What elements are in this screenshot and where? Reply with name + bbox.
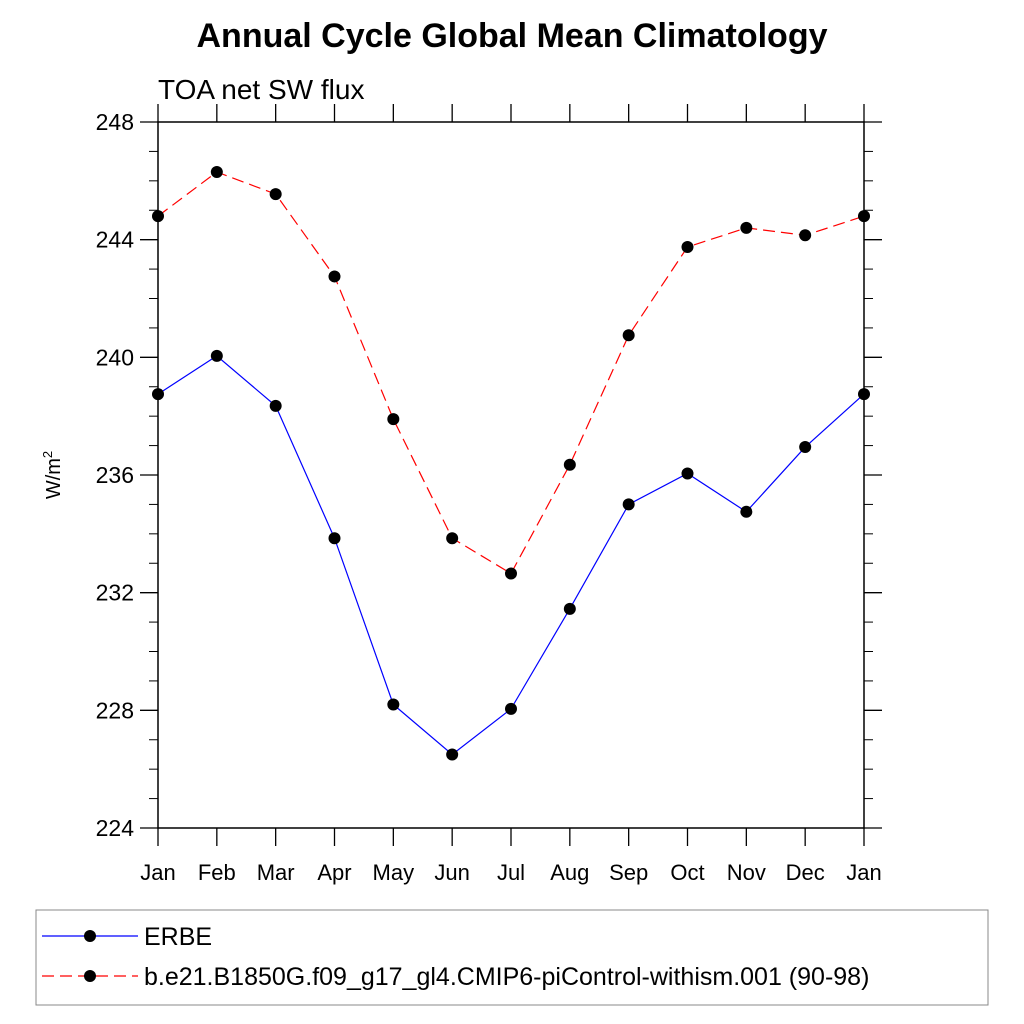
legend-label-erbe: ERBE [144,923,212,951]
x-tick-label: Aug [550,860,589,885]
data-point-0 [387,698,400,711]
data-point-1 [446,532,459,545]
data-point-0 [152,388,164,401]
data-point-1 [210,166,223,179]
data-point-0 [622,498,635,511]
x-tick-label: Oct [670,860,704,885]
x-tick-label: Sep [609,860,648,885]
x-tick-label: Jul [497,860,525,885]
data-point-1 [328,270,341,283]
data-point-1 [622,329,635,342]
legend-label-model: b.e21.B1850G.f09_g17_gl4.CMIP6-piControl… [144,963,869,991]
data-point-1 [799,229,812,242]
data-point-1 [269,188,282,201]
y-tick-label: 228 [96,697,134,723]
legend-marker-erbe [84,930,96,942]
data-point-1 [858,210,870,223]
x-tick-label: Mar [257,860,295,885]
data-point-0 [328,532,341,545]
data-point-1 [152,210,164,223]
data-point-0 [210,349,223,362]
legend-item-model: b.e21.B1850G.f09_g17_gl4.CMIP6-piControl… [42,963,869,991]
plot-area [157,121,865,829]
y-tick-label: 224 [96,815,135,841]
series-line-1 [157,171,865,575]
legend-item-erbe: ERBE [42,923,212,951]
x-tick-label: Apr [317,860,351,885]
legend-marker-model [84,970,96,982]
y-tick-label: 248 [96,109,134,135]
x-ticks: Jan Feb Mar Apr May Jun Jul Aug Sep Oct Nov Dec Jan [140,104,882,885]
data-point-0 [799,441,812,454]
data-point-0 [740,505,753,518]
data-point-1 [505,567,517,580]
x-tick-label: Dec [786,860,825,885]
series-line-0 [157,355,865,756]
legend-box [35,909,989,1006]
y-axis-label: W/m2 [40,451,65,499]
x-tick-label: Feb [198,860,236,885]
data-point-1 [387,413,400,426]
data-point-0 [505,702,517,715]
data-point-1 [740,221,753,234]
data-point-1 [681,241,694,254]
chart-title: Annual Cycle Global Mean Climatology [197,17,828,55]
x-tick-label: Nov [727,860,766,885]
data-point-1 [563,458,576,471]
series-layer [152,166,870,761]
x-tick-label: Jan [846,860,881,885]
x-tick-label: Jan [140,860,175,885]
y-tick-label: 244 [96,227,135,253]
y-tick-label: 232 [96,580,134,606]
data-point-0 [681,467,694,480]
data-point-0 [269,399,282,412]
y-tick-label: 236 [96,462,134,488]
data-point-0 [446,748,459,761]
y-ticks: 224 228 232 236 240 244 248 [96,109,882,841]
x-tick-label: May [373,860,415,885]
chart-subtitle: TOA net SW flux [158,74,364,105]
y-tick-label: 240 [96,344,134,370]
x-tick-label: Jun [434,860,469,885]
data-point-0 [858,388,870,401]
data-point-0 [563,602,576,615]
